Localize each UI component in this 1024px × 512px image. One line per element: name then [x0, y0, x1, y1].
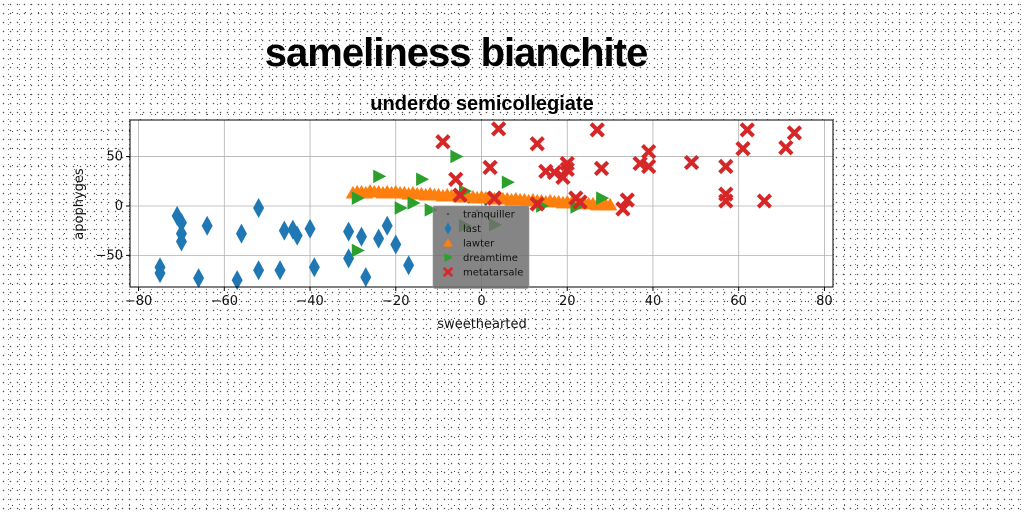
metatarsale-point — [529, 196, 545, 212]
legend-item-metatarsale: metatarsale — [442, 266, 523, 279]
last-point — [175, 212, 187, 233]
legend-label: metatarsale — [463, 268, 523, 279]
metatarsale-point — [739, 122, 755, 138]
legend-item-last: last — [444, 222, 481, 235]
last-point — [193, 268, 205, 289]
dreamtime-point — [450, 149, 464, 164]
last-point — [304, 218, 316, 239]
metatarsale-point — [615, 201, 631, 217]
legend-marker — [443, 238, 453, 247]
series-metatarsale — [435, 121, 803, 217]
metatarsale-point — [559, 155, 575, 172]
metatarsale-point — [589, 122, 605, 138]
metatarsale-point — [786, 125, 803, 141]
metatarsale-point — [778, 140, 794, 156]
x-tick-label: −20 — [382, 294, 409, 309]
legend-label: dreamtime — [463, 253, 518, 264]
metatarsale-point — [486, 190, 503, 206]
last-point — [253, 260, 265, 281]
x-tick-label: 40 — [645, 294, 662, 309]
metatarsale-point — [448, 171, 464, 187]
dreamtime-point — [501, 175, 515, 190]
metatarsale-point — [572, 194, 588, 210]
metatarsale-point — [435, 134, 451, 150]
last-point — [390, 234, 402, 255]
figure-suptitle: sameliness bianchite — [265, 31, 647, 75]
last-point — [308, 257, 320, 278]
metatarsale-point — [529, 136, 545, 152]
metatarsale-point — [555, 169, 571, 185]
last-point — [154, 263, 166, 284]
x-axis-label: sweethearted — [437, 317, 526, 332]
last-point — [253, 197, 265, 218]
last-point — [360, 267, 372, 288]
last-point — [201, 215, 213, 236]
dreamtime-point — [373, 169, 387, 184]
dreamtime-point — [351, 191, 365, 205]
y-tick-label: −50 — [96, 248, 123, 263]
metatarsale-point — [490, 121, 507, 137]
legend-item-lawter: lawter — [443, 238, 495, 250]
legend-item-tranquiller: tranquiller — [446, 210, 516, 221]
last-point — [355, 226, 367, 247]
last-point — [343, 221, 355, 242]
y-axis-ticks: −50 0 50 — [96, 150, 130, 263]
y-axis-label: apophyges — [72, 168, 87, 240]
last-point — [291, 225, 303, 246]
metatarsale-point — [641, 143, 657, 160]
last-point — [278, 220, 290, 241]
metatarsale-point — [641, 158, 657, 175]
dreamtime-point — [424, 203, 438, 217]
series-lawter — [345, 183, 618, 211]
dreamtime-point — [596, 191, 610, 205]
metatarsale-point — [593, 160, 610, 177]
legend-item-dreamtime: dreamtime — [444, 253, 518, 264]
legend-label: last — [463, 224, 481, 235]
data-marks — [154, 121, 803, 291]
last-point — [274, 260, 286, 281]
dreamtime-point — [351, 243, 365, 258]
metatarsale-point — [546, 164, 563, 181]
legend-marker — [442, 266, 454, 278]
x-tick-label: −60 — [211, 294, 238, 309]
chart-title: underdo semicollegiate — [370, 93, 593, 115]
x-tick-label: −40 — [296, 294, 323, 309]
metatarsale-point — [756, 193, 773, 209]
legend-box — [432, 205, 530, 289]
metatarsale-point — [735, 141, 751, 157]
legend-marker — [446, 212, 450, 216]
x-tick-label: 60 — [730, 294, 747, 309]
metatarsale-point — [718, 193, 734, 209]
x-tick-label: 0 — [477, 294, 485, 309]
legend-label: lawter — [463, 239, 495, 250]
last-point — [343, 248, 355, 269]
x-axis-ticks: −80 −60 −40 −20 0 20 40 60 80 — [125, 287, 833, 309]
legend: tranquiller last lawter dreamtime metatarsal… — [432, 205, 530, 289]
last-point — [175, 231, 187, 252]
last-point — [235, 223, 247, 244]
y-tick-label: 50 — [106, 150, 123, 165]
x-tick-label: −80 — [125, 294, 152, 309]
x-tick-label: 20 — [559, 294, 576, 309]
last-point — [403, 255, 415, 276]
legend-marker — [444, 253, 454, 262]
metatarsale-point — [718, 158, 734, 175]
metatarsale-point — [482, 159, 498, 176]
lawter-point — [602, 197, 618, 211]
dreamtime-point — [394, 201, 408, 215]
dreamtime-point — [407, 196, 421, 210]
legend-marker — [444, 222, 452, 235]
last-point — [373, 228, 385, 249]
x-tick-label: 80 — [816, 294, 833, 309]
last-point — [381, 215, 393, 236]
last-point — [231, 270, 243, 291]
legend-label: tranquiller — [463, 210, 516, 221]
y-tick-label: 0 — [115, 199, 123, 214]
series-last — [154, 197, 415, 291]
dreamtime-point — [416, 172, 430, 187]
metatarsale-point — [619, 192, 635, 208]
metatarsale-point — [452, 187, 468, 203]
metatarsale-point — [683, 154, 700, 171]
